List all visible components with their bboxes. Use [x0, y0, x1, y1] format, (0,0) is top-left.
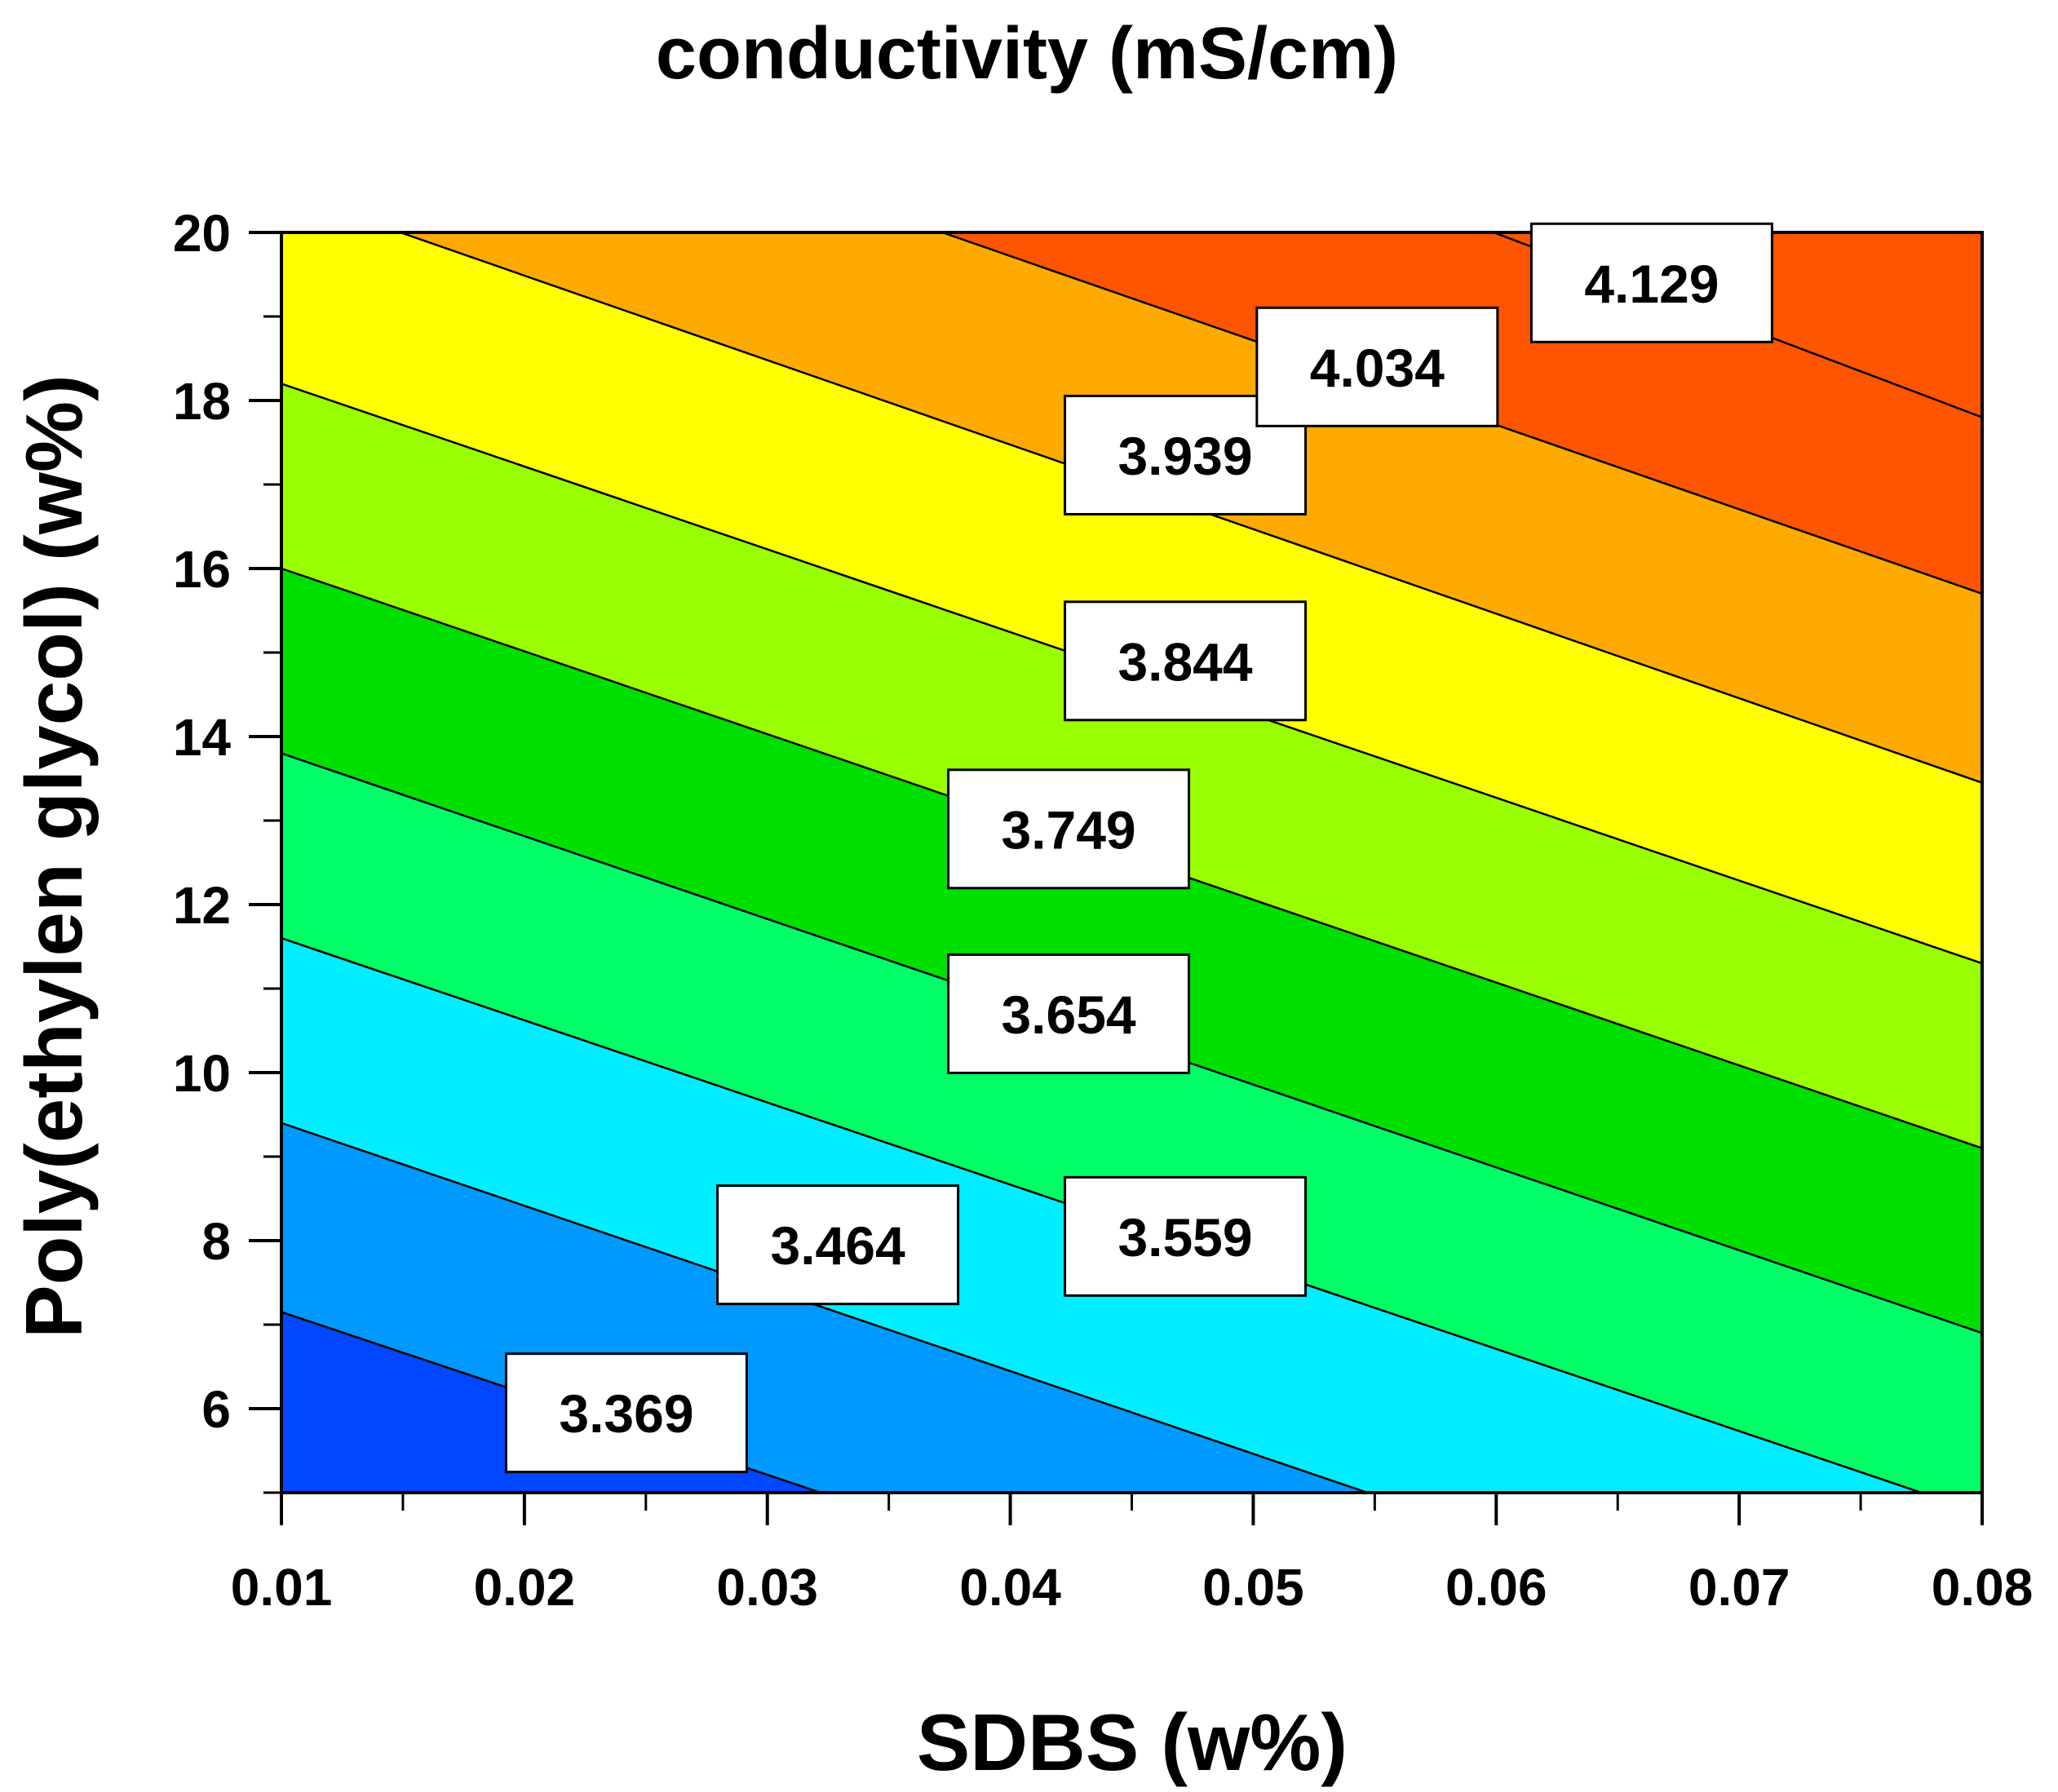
contour-label-box — [947, 768, 1191, 890]
contour-label: 3.939 — [1118, 426, 1252, 486]
x-tick-label: 0.02 — [474, 1558, 576, 1617]
contour-line-3.464 — [281, 1122, 1368, 1493]
contour-label: 3.654 — [1001, 984, 1135, 1045]
contour-label-box — [716, 1184, 960, 1306]
contour-label-box — [1255, 306, 1499, 427]
contour-label-box — [1064, 1175, 1308, 1297]
y-tick-label: 14 — [173, 708, 232, 767]
contour-label-box — [1529, 222, 1773, 343]
contour-label: 3.369 — [559, 1383, 693, 1444]
contour-label: 3.464 — [771, 1215, 905, 1276]
chart-title: conductivity (mS/cm) — [656, 13, 1398, 95]
contour-label: 3.749 — [1001, 799, 1135, 860]
y-axis-ticks: 6 8 10 12 14 16 18 20 — [173, 204, 281, 1494]
y-tick-label: 18 — [173, 372, 231, 431]
x-tick-label: 0.03 — [716, 1558, 818, 1617]
contour-labels: 3.369 3.464 3.559 3.654 3.749 3.844 3.939 4.034… — [504, 222, 1773, 1474]
contour-label: 3.559 — [1118, 1207, 1252, 1268]
contour-label: 3.844 — [1118, 631, 1252, 692]
y-tick-label: 6 — [201, 1380, 231, 1439]
x-axis-title: SDBS (w%) — [917, 1697, 1348, 1787]
contour-label: 4.129 — [1584, 254, 1719, 314]
y-tick-label: 10 — [173, 1044, 231, 1103]
contour-label-box — [947, 953, 1191, 1074]
y-tick-label: 8 — [201, 1212, 231, 1271]
contour-label-box — [504, 1352, 748, 1474]
x-tick-label: 0.04 — [959, 1558, 1061, 1617]
x-tick-label: 0.01 — [231, 1558, 333, 1617]
x-axis-ticks: 0.01 0.02 0.03 0.04 0.05 0.06 0.07 0.08 — [231, 1493, 2034, 1617]
x-tick-label: 0.05 — [1202, 1558, 1304, 1617]
contour-label-box — [1064, 600, 1308, 722]
x-tick-label: 0.08 — [1932, 1558, 2034, 1617]
x-tick-label: 0.07 — [1688, 1558, 1790, 1617]
x-tick-label: 0.06 — [1445, 1558, 1547, 1617]
contour-label: 4.034 — [1310, 338, 1445, 398]
y-tick-label: 16 — [173, 540, 231, 599]
y-axis-title: Poly(ethylen glycol) (w%) — [9, 374, 99, 1338]
y-tick-label: 12 — [173, 876, 231, 935]
y-tick-label: 20 — [173, 204, 231, 263]
